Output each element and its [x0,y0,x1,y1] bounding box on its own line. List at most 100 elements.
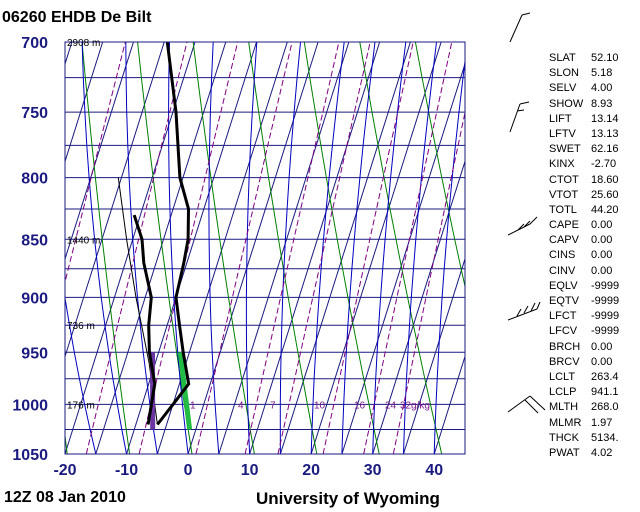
mixing-ratio-line [322,42,414,454]
index-name: EQLV [549,279,578,292]
index-value: 268.0 [591,401,619,414]
index-row: LFCV -9999 [549,324,619,339]
isotherm-line [372,159,465,454]
x-tick-label: 0 [184,462,193,479]
index-name: CINS [549,249,576,262]
moist-adiabat [279,42,301,454]
isotherm-line [433,354,465,454]
index-row: THCK 5134. [549,431,619,446]
index-value: 4.02 [591,446,613,459]
index-value: 13.14 [591,112,619,125]
index-value: -2.70 [591,158,617,171]
mixing-ratio-line [195,42,293,454]
mixing-ratio-label: 4 [238,400,244,411]
index-row: SHOW 8.93 [549,97,619,112]
isotherm-line [249,42,381,454]
index-row: KINX -2.70 [549,157,619,172]
isotherm-line [126,42,258,454]
isotherm-line [65,42,196,454]
index-row: SLON 5.18 [549,66,619,81]
plot-frame [64,41,466,455]
y-tick-label: 1000 [12,397,48,414]
height-label: 1440 m [67,235,100,246]
index-name: SHOW [549,97,584,110]
index-row: EQLV -9999 [549,279,619,294]
moist-adiabat [341,42,376,454]
mixing-ratio-line [65,42,126,284]
index-name: LCLT [549,370,576,383]
moist-adiabat [81,42,127,454]
moist-adiabat [125,42,158,454]
index-row: VTOT 25.60 [549,188,619,203]
y-tick-label: 800 [21,171,48,188]
isotherm-line [187,42,319,454]
mixing-ratio-label: 32 [400,400,412,411]
index-value: 8.93 [591,97,613,110]
index-row: CINV 0.00 [549,264,619,279]
x-tick-label: 40 [425,462,443,479]
y-tick-label: 850 [21,232,48,249]
station-title: 06260 EHDB De Bilt [2,9,152,26]
height-label: 2908 m [67,38,100,49]
isotherm-line [95,42,227,454]
index-row: BRCV 0.00 [549,355,619,370]
y-tick-label: 1050 [12,447,48,464]
isotherm-line [0,42,10,454]
wind-barb-icon [507,216,538,236]
index-value: 0.00 [591,249,613,262]
index-value: -9999 [591,295,620,307]
index-row: MLMR 1.97 [549,416,619,431]
index-value: 5.18 [591,67,613,80]
mixing-ratio-label: 7 [270,400,276,411]
index-row: CAPV 0.00 [549,233,619,248]
x-tick-label: -10 [115,462,138,479]
moist-adiabat [433,56,465,454]
mixing-ratio-line [277,42,371,454]
mixing-ratio-label: 16 [354,400,366,411]
isotherm-line [156,42,288,454]
isotherm-line [65,42,134,261]
index-name: CINV [549,264,576,277]
wind-barb-icon [509,101,530,133]
isotherm-line [279,42,411,454]
index-name: KINX [549,158,575,171]
index-row: BRCH 0.00 [549,340,619,355]
height-label: 736 m [67,321,95,332]
mixing-ratio-line [392,110,465,454]
dry-adiabat [414,42,465,289]
mixing-ratio-label: 1 [190,400,196,411]
moist-adiabat [65,294,97,454]
index-name: EQTV [549,295,579,307]
dry-adiabat [303,42,380,454]
footer-date: 12Z 08 Jan 2010 [4,489,126,506]
dry-adiabat [359,42,443,454]
mixing-ratio-line [244,42,340,454]
x-tick-label: 30 [364,462,382,479]
moist-adiabat [0,42,4,454]
index-name: LIFT [549,112,572,125]
isotherm-line [310,42,442,454]
index-row: MLTH 268.0 [549,400,619,415]
dry-adiabat [0,42,5,454]
index-value: 941.1 [591,386,619,399]
index-name: CAPV [549,234,579,247]
index-value: 52.10 [591,52,619,64]
moist-adiabat [403,42,437,454]
index-name: LFTV [549,127,576,140]
index-value: 1.97 [591,416,613,429]
y-tick-label: 950 [21,345,48,362]
moist-adiabat [168,42,189,454]
y-tick-label: 900 [21,290,48,307]
index-row: CINS 0.00 [549,248,619,263]
index-value: -9999 [591,325,620,338]
index-name: CTOT [549,173,579,186]
isotherm-line [341,62,465,454]
index-row: TOTL 44.20 [549,203,619,218]
index-name: CAPE [549,219,579,232]
temperature-line [156,42,191,426]
index-row: EQTV -9999 [549,294,619,309]
index-value: 62.16 [591,143,619,156]
index-value: 0.00 [591,340,613,353]
index-name: PWAT [549,446,580,459]
index-name: TOTL [549,203,577,216]
